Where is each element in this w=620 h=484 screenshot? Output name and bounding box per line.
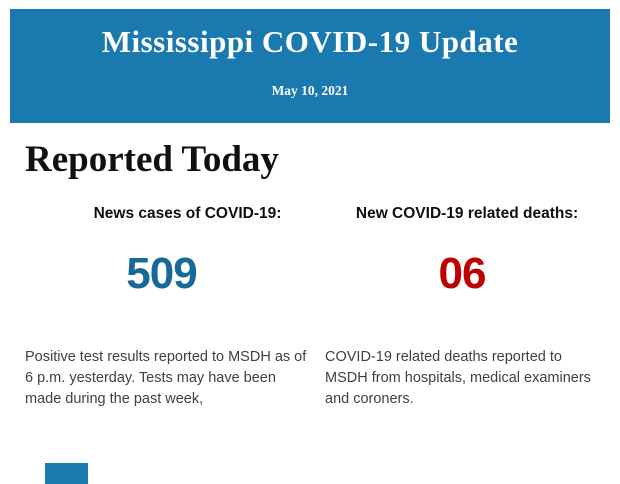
stats-row: News cases of COVID-19: 509 Positive tes… xyxy=(25,205,595,410)
stat-new-deaths-description: COVID-19 related deaths reported to MSDH… xyxy=(325,349,591,407)
stat-new-cases-value: 509 xyxy=(126,249,197,298)
newsletter-title: Mississippi COVID-19 Update xyxy=(101,24,519,59)
stat-new-cases-label: News cases of COVID-19: xyxy=(93,205,282,222)
stat-new-deaths: New COVID-19 related deaths: 06 COVID-19… xyxy=(310,205,595,410)
stat-new-deaths-value: 06 xyxy=(438,249,487,298)
next-section-peek-block xyxy=(45,463,88,484)
stat-new-deaths-label: New COVID-19 related deaths: xyxy=(355,205,579,222)
main-content: Reported Today News cases of COVID-19: 5… xyxy=(25,138,595,410)
section-heading: Reported Today xyxy=(25,139,279,180)
stat-new-cases-description: Positive test results reported to MSDH a… xyxy=(25,349,307,407)
stat-new-cases: News cases of COVID-19: 509 Positive tes… xyxy=(25,205,310,410)
newsletter-date: May 10, 2021 xyxy=(271,83,349,98)
header-banner: Mississippi COVID-19 Update May 10, 2021 xyxy=(10,9,610,123)
